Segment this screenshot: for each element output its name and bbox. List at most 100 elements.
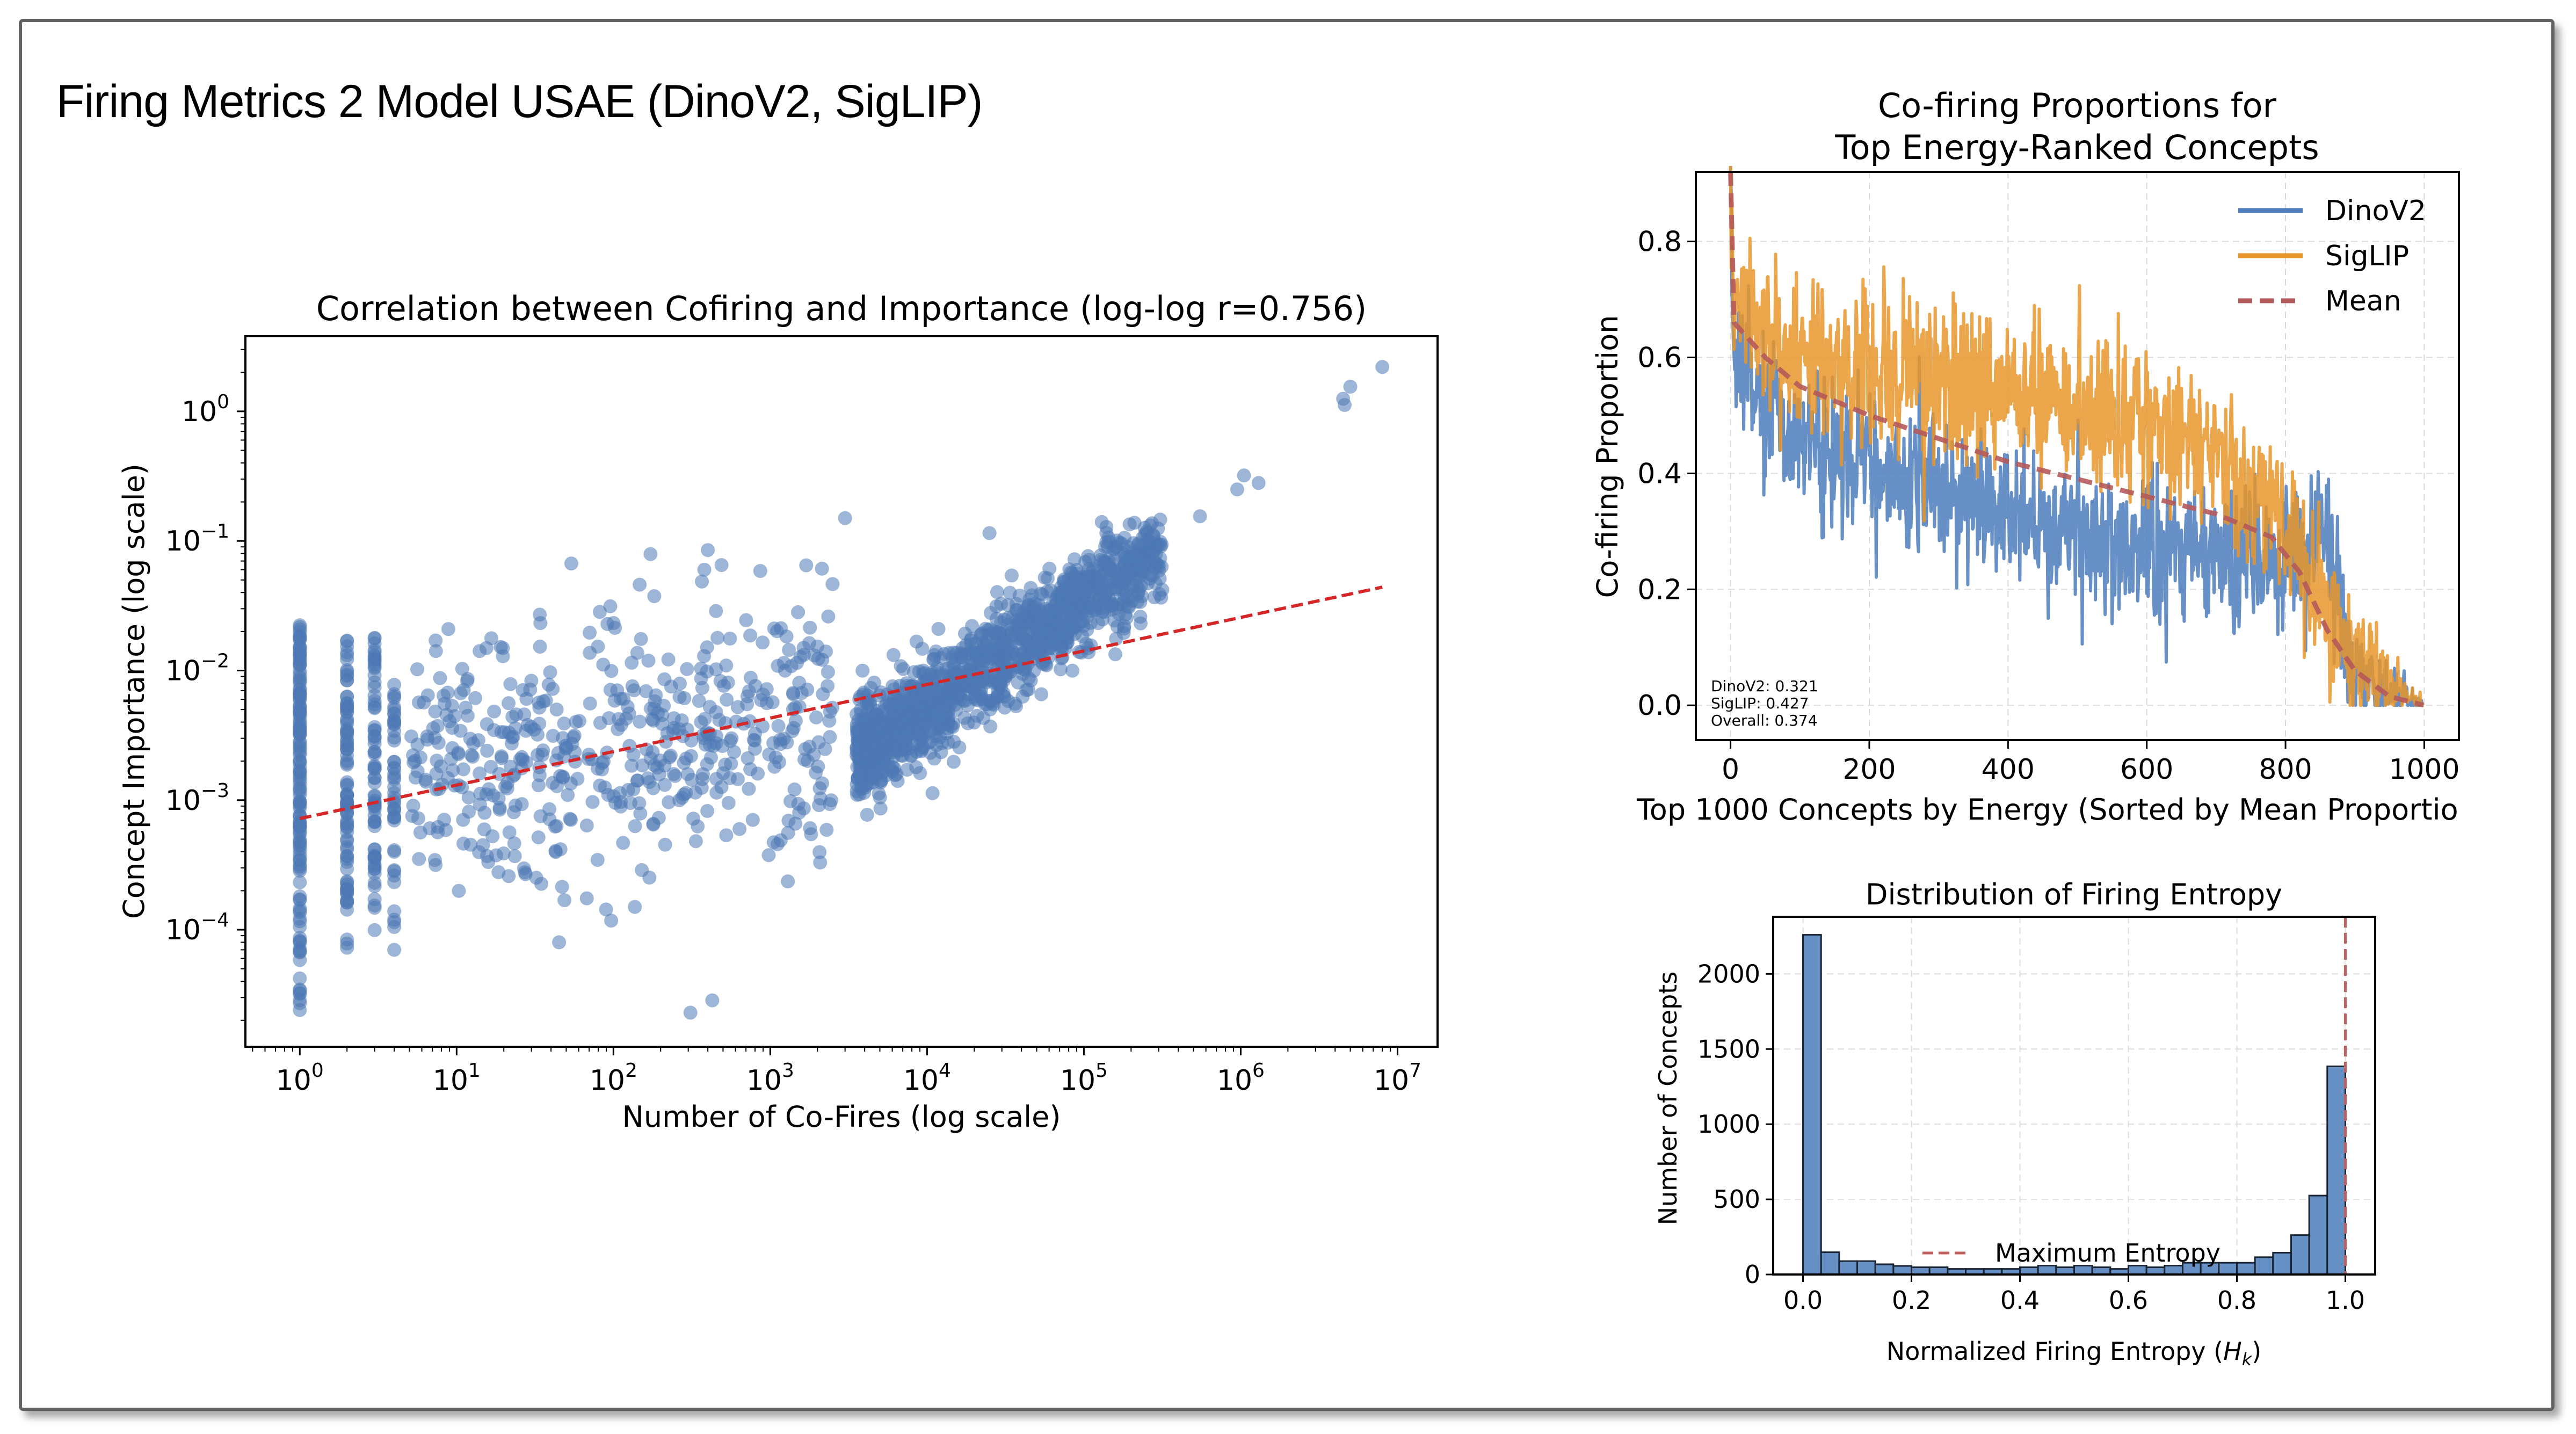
scatter-point [430, 719, 445, 733]
scatter-point [531, 778, 546, 793]
scatter-point [557, 716, 571, 731]
scatter-point [931, 622, 946, 636]
scatter-point [745, 813, 760, 827]
scatter-point [387, 943, 402, 957]
scatter-point [887, 741, 901, 755]
scatter-point [759, 696, 774, 711]
scatter-point [963, 633, 978, 648]
scatter-point [686, 812, 701, 826]
scatter-title: Correlation between Cofiring and Importa… [316, 289, 1367, 328]
scatter-point [367, 815, 382, 829]
scatter-point [583, 696, 597, 711]
scatter-point [748, 742, 762, 756]
scatter-point [771, 719, 786, 733]
scatter-point [867, 675, 881, 690]
scatter-point [566, 730, 580, 744]
scatter-point [859, 712, 873, 726]
scatter-point [809, 765, 823, 780]
histogram-bar [2272, 1251, 2292, 1276]
y-tick-label: 0.0 [1637, 690, 1682, 722]
scatter-point [1152, 571, 1167, 586]
scatter-point [786, 687, 801, 701]
y-tick-label: 500 [1713, 1185, 1760, 1214]
scatter-point [480, 743, 495, 758]
x-tick-label: 600 [2120, 754, 2173, 786]
scatter-point [564, 776, 578, 791]
y-tick-label: 1500 [1697, 1034, 1760, 1063]
scatter-point [387, 724, 402, 738]
scatter-point [799, 558, 814, 573]
scatter-point [408, 770, 423, 785]
series-line-mean [1728, 171, 2426, 708]
scatter-point [460, 708, 475, 723]
entropy-title: Distribution of Firing Entropy [1866, 878, 2282, 911]
scatter-point [709, 785, 724, 800]
scatter-point [782, 643, 796, 657]
scatter-point [420, 688, 435, 702]
scatter-point [667, 721, 681, 735]
scatter-point [293, 799, 307, 813]
scatter-point [579, 819, 594, 832]
scatter-point [701, 543, 715, 557]
scatter-points [293, 360, 1390, 1020]
scatter-point [719, 658, 734, 673]
x-tick-label: 0 [1722, 754, 1739, 786]
scatter-point [387, 920, 402, 934]
scatter-point [466, 736, 481, 751]
scatter-point [719, 828, 734, 843]
scatter-point [646, 781, 661, 795]
scatter-point [996, 689, 1011, 703]
scatter-point [367, 720, 382, 734]
scatter-point [495, 751, 509, 765]
histogram-bar [1856, 1260, 1876, 1276]
y-tick-label: 1000 [1697, 1110, 1760, 1139]
scatter-point [387, 794, 402, 808]
scatter-point [1009, 597, 1024, 611]
histogram-bar [1838, 1260, 1859, 1276]
scatter-point [677, 756, 691, 770]
scatter-point [724, 756, 738, 771]
scatter-point [821, 679, 835, 693]
scatter-point [1025, 641, 1039, 655]
scatter-point [694, 671, 708, 686]
scatter-point [680, 662, 694, 676]
scatter-point [743, 628, 758, 643]
scatter-point [583, 646, 597, 660]
x-tick-label: 1000 [2389, 754, 2459, 786]
scatter-point [473, 644, 487, 658]
scatter-point [561, 788, 575, 802]
scatter-point [494, 640, 508, 654]
scatter-point [886, 691, 901, 705]
scatter-point [980, 646, 995, 660]
scatter-point [429, 633, 443, 648]
scatter-point [293, 971, 307, 986]
scatter-point [1013, 636, 1027, 650]
histogram-bar [1928, 1266, 1949, 1276]
scatter-point [712, 713, 727, 727]
scatter-point [608, 621, 622, 635]
scatter-point [420, 729, 434, 744]
scatter-point [787, 782, 802, 796]
scatter-point [1027, 663, 1041, 678]
scatter-point [1151, 522, 1165, 535]
x-tick-label: 0.6 [2109, 1286, 2148, 1315]
scatter-point [812, 845, 827, 859]
y-tick-label: 10−4 [165, 909, 229, 946]
scatter-point [815, 653, 830, 667]
scatter-point [1122, 517, 1137, 532]
scatter-point [546, 729, 560, 743]
scatter-point [387, 844, 402, 859]
scatter-point [1140, 534, 1155, 548]
scatter-point [983, 719, 998, 734]
scatter-point [367, 923, 382, 937]
scatter-point [487, 704, 502, 719]
scatter-point [614, 718, 628, 732]
scatter-point [293, 674, 307, 688]
scatter-point [590, 853, 605, 867]
scatter-point [732, 822, 747, 836]
scatter-point [713, 674, 728, 688]
scatter-point [623, 796, 637, 810]
scatter-point [694, 661, 708, 676]
scatter-point [790, 656, 804, 670]
